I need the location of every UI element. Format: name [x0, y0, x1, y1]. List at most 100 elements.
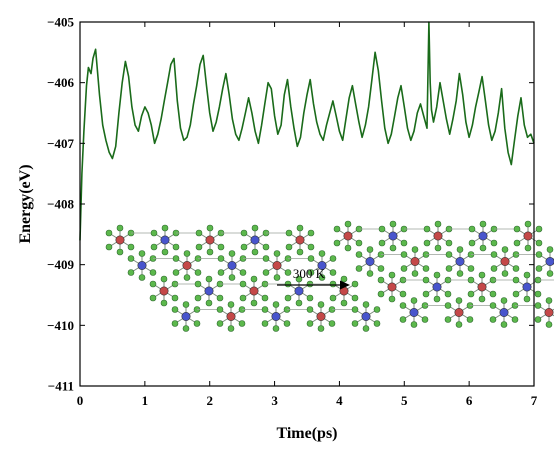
metal-atom-red: [316, 311, 326, 321]
halogen-atom: [511, 316, 519, 323]
halogen-atom: [444, 316, 452, 323]
halogen-atom: [261, 294, 269, 302]
halogen-atom: [318, 250, 326, 257]
halogen-atom: [194, 294, 202, 302]
halogen-atom: [422, 265, 430, 272]
metal-atom-red: [500, 256, 510, 266]
halogen-atom: [373, 320, 381, 327]
halogen-atom: [262, 269, 270, 276]
halogen-atom: [388, 271, 396, 279]
halogen-atom: [195, 243, 203, 251]
halogen-atom: [355, 239, 363, 247]
halogen-atom: [534, 290, 542, 298]
halogen-atom: [523, 295, 531, 303]
halogen-atom: [205, 275, 213, 283]
metal-atom-blue: [455, 256, 465, 266]
halogen-atom: [490, 265, 498, 272]
halogen-atom: [388, 295, 396, 303]
halogen-atom: [340, 299, 348, 307]
halogen-atom: [500, 321, 508, 328]
metal-atom-red: [115, 235, 125, 245]
y-tick-label: −407: [47, 136, 74, 151]
halogen-atom: [317, 301, 325, 308]
metal-atom-blue: [522, 282, 532, 292]
halogen-atom: [444, 290, 452, 298]
halogen-atom: [329, 255, 337, 262]
transition-annotation: 300 K: [277, 266, 350, 290]
halogen-atom: [238, 320, 246, 327]
halogen-atom: [479, 244, 487, 252]
halogen-atom: [227, 325, 235, 332]
halogen-atom: [306, 320, 314, 327]
y-tick-label: −409: [47, 257, 74, 272]
halogen-atom: [138, 274, 146, 281]
halogen-atom: [445, 265, 453, 272]
halogen-atom: [216, 306, 224, 313]
metal-atom-blue: [294, 286, 304, 296]
halogen-atom: [355, 265, 363, 272]
halogen-atom: [478, 295, 486, 303]
halogen-atom: [216, 320, 224, 327]
initial-lattice: [105, 224, 381, 332]
halogen-atom: [489, 316, 497, 323]
halogen-atom: [423, 239, 431, 247]
halogen-atom: [535, 239, 543, 247]
halogen-atom: [524, 244, 532, 252]
metal-atom-blue: [137, 260, 147, 270]
halogen-atom: [160, 275, 168, 283]
metal-atom-red: [343, 231, 353, 241]
halogen-atom: [445, 251, 453, 258]
halogen-atom: [206, 224, 214, 232]
halogen-atom: [171, 320, 179, 327]
halogen-atom: [344, 244, 352, 252]
halogen-atom: [351, 306, 359, 313]
halogen-atom: [306, 306, 314, 313]
halogen-atom: [261, 306, 269, 313]
halogen-atom: [513, 239, 521, 247]
halogen-atom: [272, 301, 280, 308]
halogen-atom: [489, 290, 497, 298]
metal-atom-blue: [271, 311, 281, 321]
halogen-atom: [422, 276, 430, 284]
halogen-atom: [333, 239, 341, 247]
metal-atom-red: [272, 260, 282, 270]
metal-atom-red: [182, 260, 192, 270]
series-line-0: [79, 21, 535, 241]
metal-atom-red: [433, 231, 443, 241]
halogen-atom: [272, 325, 280, 332]
halogen-atom: [317, 325, 325, 332]
halogen-atom: [512, 265, 520, 272]
halogen-atom: [467, 276, 475, 284]
metal-atom-red: [544, 307, 554, 317]
halogen-atom: [183, 250, 191, 257]
halogen-atom: [161, 248, 169, 256]
halogen-atom: [366, 270, 374, 277]
halogen-atom: [444, 302, 452, 309]
halogen-atom: [240, 243, 248, 251]
halogen-atom: [250, 275, 258, 283]
halogen-atom: [296, 224, 304, 232]
halogen-atom: [228, 274, 236, 281]
halogen-atom: [217, 255, 225, 262]
metal-atom-red: [454, 307, 464, 317]
atomic-structure-inset: [105, 220, 554, 332]
x-axis-title: Time(ps): [276, 425, 337, 442]
halogen-atom: [138, 250, 146, 257]
halogen-atom: [171, 306, 179, 313]
halogen-atom: [535, 265, 543, 272]
halogen-atom: [490, 239, 498, 247]
x-tick-label: 6: [466, 393, 473, 408]
y-axis-title: Energy(eV): [17, 164, 34, 243]
x-tick-label: 7: [531, 393, 538, 408]
halogen-atom: [378, 225, 386, 233]
halogen-atom: [344, 220, 352, 228]
halogen-atom: [195, 229, 203, 237]
halogen-atom: [239, 294, 247, 302]
halogen-atom: [445, 239, 453, 247]
halogen-atom: [411, 270, 419, 277]
y-tick-label: −411: [48, 379, 74, 394]
plot-frame: [79, 21, 535, 387]
halogen-atom: [283, 320, 291, 327]
halogen-atom: [307, 229, 315, 237]
halogen-atom: [149, 280, 157, 288]
